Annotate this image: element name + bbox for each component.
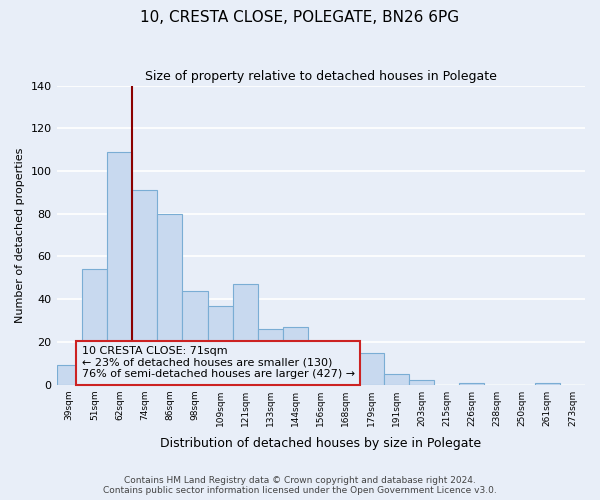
Bar: [107, 152, 132, 384]
Bar: [308, 352, 334, 384]
Bar: [56, 366, 82, 384]
Text: 10, CRESTA CLOSE, POLEGATE, BN26 6PG: 10, CRESTA CLOSE, POLEGATE, BN26 6PG: [140, 10, 460, 25]
Text: Contains HM Land Registry data © Crown copyright and database right 2024.
Contai: Contains HM Land Registry data © Crown c…: [103, 476, 497, 495]
Bar: [409, 380, 434, 384]
Bar: [383, 374, 409, 384]
Y-axis label: Number of detached properties: Number of detached properties: [15, 148, 25, 323]
X-axis label: Distribution of detached houses by size in Polegate: Distribution of detached houses by size …: [160, 437, 481, 450]
Bar: [459, 382, 484, 384]
Bar: [359, 352, 383, 384]
Title: Size of property relative to detached houses in Polegate: Size of property relative to detached ho…: [145, 70, 497, 83]
Bar: [233, 284, 258, 384]
Bar: [334, 366, 359, 384]
Bar: [258, 329, 283, 384]
Bar: [182, 290, 208, 384]
Bar: [157, 214, 182, 384]
Bar: [208, 306, 233, 384]
Bar: [535, 382, 560, 384]
Bar: [132, 190, 157, 384]
Text: 10 CRESTA CLOSE: 71sqm
← 23% of detached houses are smaller (130)
76% of semi-de: 10 CRESTA CLOSE: 71sqm ← 23% of detached…: [82, 346, 355, 380]
Bar: [82, 270, 107, 384]
Bar: [283, 327, 308, 384]
